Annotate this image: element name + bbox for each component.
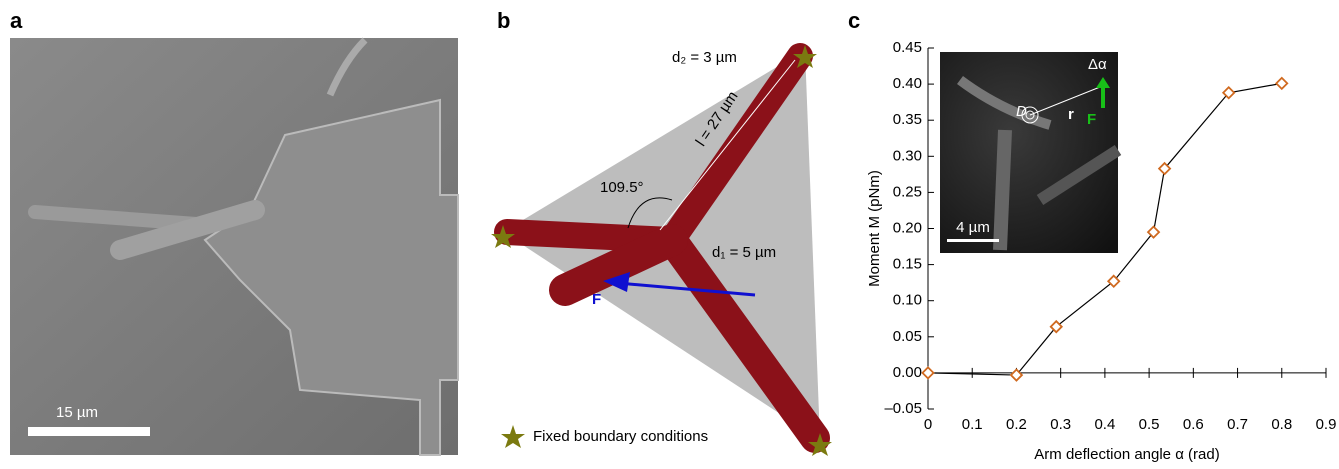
data-point <box>1221 85 1236 100</box>
inset-label: r <box>1068 106 1074 123</box>
plot: –0.050.000.050.100.150.200.250.300.350.4… <box>866 39 1336 463</box>
x-tick-label: 0.5 <box>1139 416 1160 433</box>
inset-image: D r F Δα 4 µm <box>940 52 1122 253</box>
inset-label: Δα <box>1088 56 1107 73</box>
inset-label: F <box>1087 111 1096 128</box>
y-axis-label: Moment M (pNm) <box>866 170 883 287</box>
scale-bar-label: 15 µm <box>56 404 98 421</box>
y-tick-label: –0.05 <box>884 400 922 417</box>
annotation: d₂ = 3 µm <box>672 49 737 66</box>
inset-label: 4 µm <box>956 219 990 236</box>
data-point <box>1275 76 1289 91</box>
y-tick-label: 0.00 <box>893 364 922 381</box>
annotation: d₁ = 5 µm <box>712 244 776 261</box>
annotation: 109.5° <box>600 179 644 196</box>
x-tick-label: 0.7 <box>1227 416 1248 433</box>
x-tick-label: 0 <box>924 416 932 433</box>
data-point <box>1146 225 1161 239</box>
panel-label: a <box>10 8 23 33</box>
x-axis-label: Arm deflection angle α (rad) <box>1034 446 1219 463</box>
data-point <box>1157 161 1172 176</box>
data-point <box>1106 274 1121 288</box>
data-point <box>1009 368 1024 382</box>
x-tick-label: 0.9 <box>1316 416 1337 433</box>
y-tick-label: 0.40 <box>893 75 922 92</box>
data-point <box>1049 319 1064 334</box>
fem-model: d₂ = 3 µm l = 27 µm 109.5° d₁ = 5 µm F F… <box>491 43 832 456</box>
y-tick-label: 0.05 <box>893 328 922 345</box>
panel-label: c <box>848 8 860 33</box>
sem-image: 15 µm <box>10 37 459 456</box>
x-tick-label: 0.3 <box>1050 416 1071 433</box>
legend-text: Fixed boundary conditions <box>533 428 708 445</box>
data-line <box>927 82 1282 376</box>
panel-label: b <box>497 8 510 33</box>
data-point <box>921 366 935 380</box>
y-tick-label: 0.45 <box>893 39 922 56</box>
y-tick-label: 0.30 <box>893 147 922 164</box>
y-tick-label: 0.25 <box>893 183 922 200</box>
y-tick-label: 0.10 <box>893 292 922 309</box>
y-tick-label: 0.35 <box>893 111 922 128</box>
x-tick-label: 0.2 <box>1006 416 1027 433</box>
x-tick-label: 0.1 <box>962 416 983 433</box>
x-tick-label: 0.4 <box>1094 416 1115 433</box>
x-tick-label: 0.8 <box>1271 416 1292 433</box>
x-tick-label: 0.6 <box>1183 416 1204 433</box>
inset-label: D <box>1016 103 1027 120</box>
y-tick-label: 0.20 <box>893 219 922 236</box>
y-tick-label: 0.15 <box>893 256 922 273</box>
annotation: F <box>592 291 601 308</box>
